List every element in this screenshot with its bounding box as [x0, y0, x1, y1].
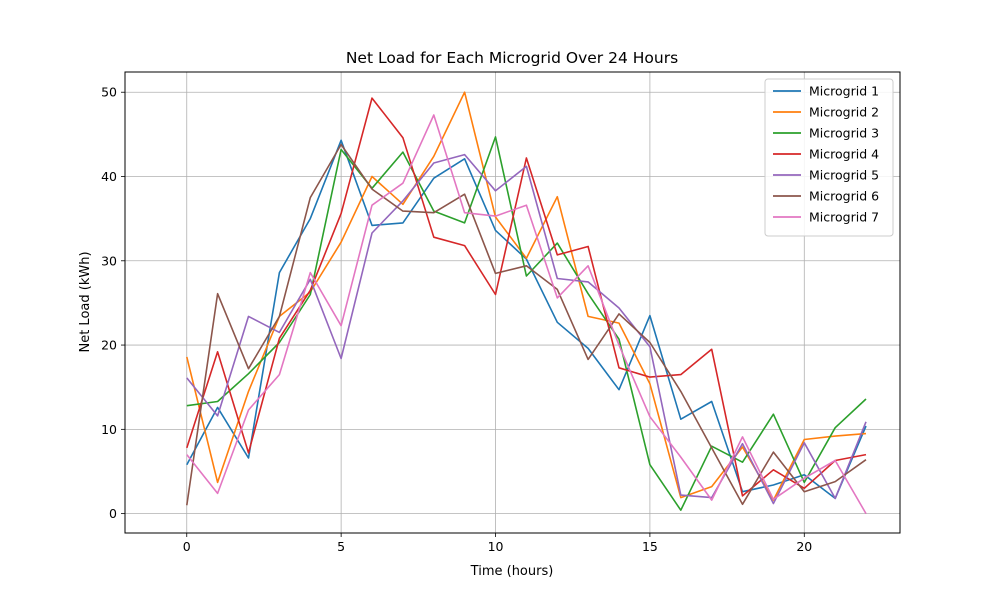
legend-label: Microgrid 3	[809, 126, 879, 141]
y-tick-label: 40	[101, 169, 117, 184]
legend-label: Microgrid 7	[809, 210, 879, 225]
series-line-microgrid-7	[186, 114, 867, 515]
series-lines	[186, 91, 867, 515]
y-tick-label: 10	[101, 422, 117, 437]
legend: Microgrid 1 Microgrid 2 Microgrid 3 Microgr…	[764, 78, 894, 237]
x-tick-label: 15	[642, 539, 658, 554]
series-line-microgrid-3	[186, 136, 867, 512]
legend-label: Microgrid 6	[809, 189, 879, 204]
x-axis-label: Time (hours)	[470, 564, 554, 579]
legend-label: Microgrid 1	[809, 84, 879, 99]
x-tick-label: 5	[337, 539, 345, 554]
x-tick-label: 20	[796, 539, 812, 554]
axis-ticks: 0 5 10 15 20 0 10 20 30 40 50	[101, 85, 812, 554]
chart-title: Net Load for Each Microgrid Over 24 Hour…	[346, 49, 678, 67]
y-tick-label: 20	[101, 338, 117, 353]
y-axis-label: Net Load (kWh)	[78, 251, 93, 352]
legend-label: Microgrid 2	[809, 105, 879, 120]
y-tick-label: 30	[101, 253, 117, 268]
legend-label: Microgrid 5	[809, 168, 879, 183]
y-tick-label: 50	[101, 85, 117, 100]
legend-label: Microgrid 4	[809, 147, 879, 162]
x-tick-label: 0	[183, 539, 191, 554]
series-line-microgrid-6	[186, 143, 867, 506]
y-tick-label: 0	[109, 506, 117, 521]
x-tick-label: 10	[488, 539, 504, 554]
series-line-microgrid-5	[186, 153, 867, 505]
plot-area-frame	[124, 71, 901, 534]
